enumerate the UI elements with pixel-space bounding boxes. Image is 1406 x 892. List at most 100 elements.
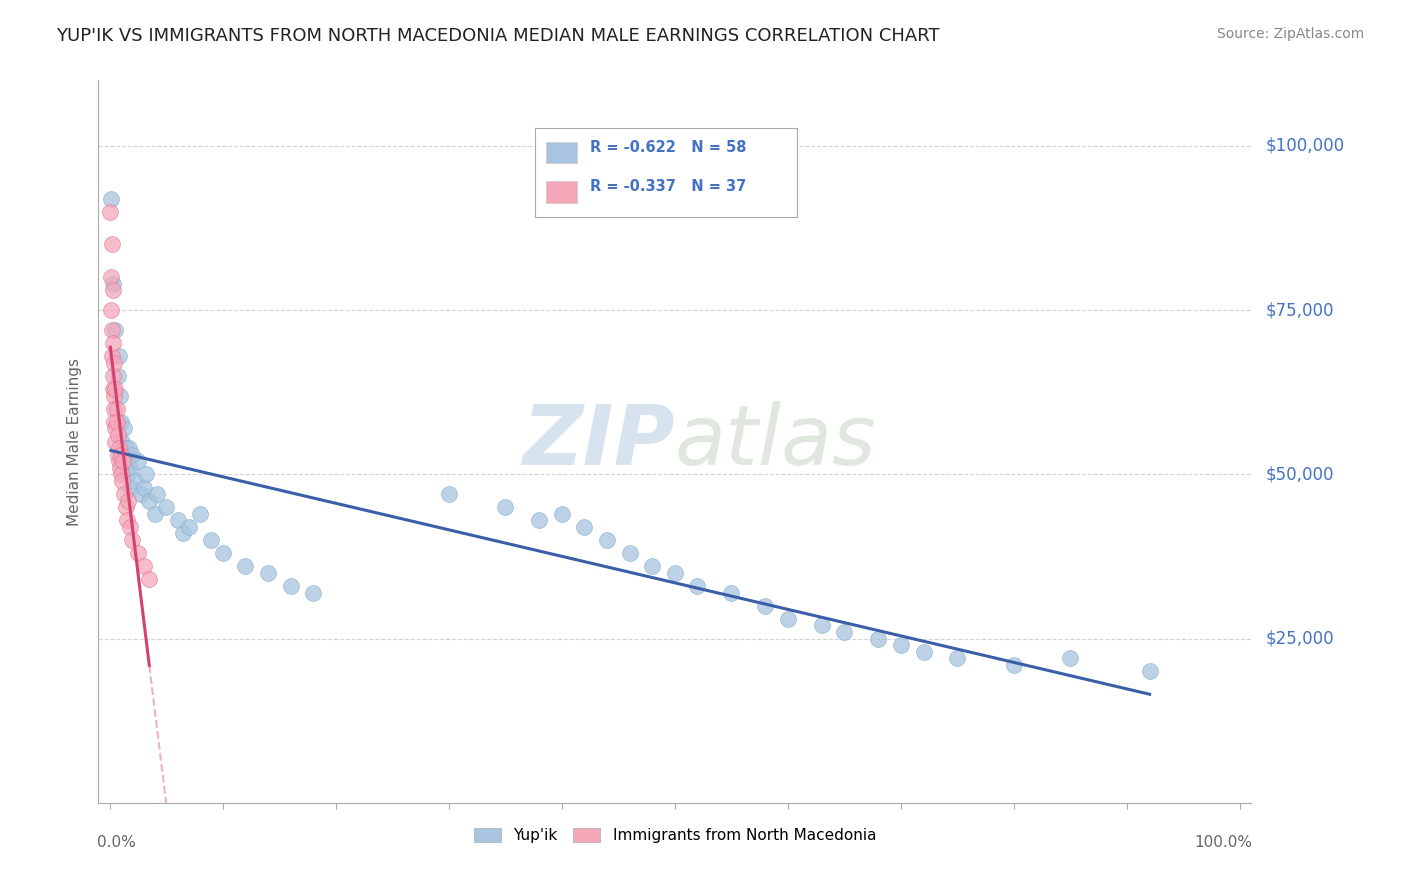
Point xyxy=(98,204,121,219)
Point xyxy=(105,415,128,429)
Point xyxy=(104,421,127,435)
Text: $25,000: $25,000 xyxy=(1265,630,1334,648)
Point xyxy=(111,434,134,449)
Point xyxy=(107,349,129,363)
Point xyxy=(104,434,127,449)
Point xyxy=(101,368,124,383)
Point xyxy=(437,487,460,501)
Text: $100,000: $100,000 xyxy=(1265,137,1344,155)
Point xyxy=(117,493,139,508)
Point xyxy=(103,356,125,370)
Point xyxy=(110,448,132,462)
Point xyxy=(112,421,135,435)
Point xyxy=(107,428,129,442)
Text: 0.0%: 0.0% xyxy=(97,835,136,850)
Point xyxy=(107,448,129,462)
Text: $75,000: $75,000 xyxy=(1265,301,1334,319)
Point xyxy=(211,546,233,560)
Point xyxy=(138,573,160,587)
Point xyxy=(101,277,124,291)
Point xyxy=(200,533,222,547)
Text: R = -0.622   N = 58: R = -0.622 N = 58 xyxy=(591,140,747,155)
Point xyxy=(1002,657,1025,672)
FancyBboxPatch shape xyxy=(546,181,578,202)
Point xyxy=(811,618,834,632)
Point xyxy=(104,382,127,396)
Point xyxy=(641,559,664,574)
Point xyxy=(177,520,200,534)
Point xyxy=(143,507,166,521)
Point xyxy=(574,520,596,534)
Point xyxy=(302,585,325,599)
Point xyxy=(172,526,194,541)
Point xyxy=(115,513,138,527)
Point xyxy=(127,454,149,468)
Point xyxy=(890,638,912,652)
Point xyxy=(754,599,776,613)
Point xyxy=(103,401,125,416)
Point xyxy=(596,533,619,547)
Point xyxy=(124,474,146,488)
Point xyxy=(112,448,135,462)
Point xyxy=(121,448,143,462)
Point xyxy=(946,651,969,665)
Point xyxy=(132,559,155,574)
Point xyxy=(118,441,141,455)
FancyBboxPatch shape xyxy=(546,142,578,163)
Point xyxy=(100,270,122,285)
Point xyxy=(101,323,124,337)
Point xyxy=(257,566,280,580)
Point xyxy=(664,566,686,580)
Point xyxy=(103,388,125,402)
Point xyxy=(107,368,129,383)
Point xyxy=(110,467,132,482)
Point xyxy=(100,192,122,206)
Point xyxy=(112,454,135,468)
Point xyxy=(117,467,139,482)
Point xyxy=(155,500,177,515)
Point xyxy=(101,382,124,396)
Point xyxy=(112,487,135,501)
Point xyxy=(551,507,574,521)
Point xyxy=(188,507,211,521)
Point xyxy=(110,415,132,429)
Point xyxy=(121,533,143,547)
Point xyxy=(494,500,516,515)
Point xyxy=(100,303,122,318)
Point xyxy=(146,487,169,501)
Point xyxy=(101,336,124,351)
Point xyxy=(114,500,136,515)
Text: R = -0.337   N = 37: R = -0.337 N = 37 xyxy=(591,179,747,194)
Point xyxy=(111,474,134,488)
Point xyxy=(108,388,131,402)
Point xyxy=(619,546,641,560)
Point xyxy=(1059,651,1081,665)
Point xyxy=(107,454,129,468)
Point xyxy=(1139,665,1161,679)
Point xyxy=(101,284,124,298)
Point xyxy=(912,645,935,659)
Y-axis label: Median Male Earnings: Median Male Earnings xyxy=(67,358,83,525)
Point xyxy=(120,460,142,475)
Point xyxy=(138,493,160,508)
Point xyxy=(107,441,129,455)
Point xyxy=(105,401,128,416)
Point xyxy=(135,467,157,482)
Point xyxy=(101,237,124,252)
Point xyxy=(868,632,890,646)
Point xyxy=(776,612,799,626)
Point xyxy=(132,481,155,495)
Text: YUP'IK VS IMMIGRANTS FROM NORTH MACEDONIA MEDIAN MALE EARNINGS CORRELATION CHART: YUP'IK VS IMMIGRANTS FROM NORTH MACEDONI… xyxy=(56,27,939,45)
Text: atlas: atlas xyxy=(675,401,876,482)
Point xyxy=(127,546,149,560)
Text: Source: ZipAtlas.com: Source: ZipAtlas.com xyxy=(1216,27,1364,41)
Point xyxy=(115,454,138,468)
Point xyxy=(529,513,551,527)
Point xyxy=(720,585,742,599)
Point xyxy=(101,349,124,363)
Point xyxy=(166,513,188,527)
Point xyxy=(108,460,131,475)
Legend: Yup'ik, Immigrants from North Macedonia: Yup'ik, Immigrants from North Macedonia xyxy=(468,822,882,849)
Point xyxy=(834,625,856,640)
Point xyxy=(103,415,125,429)
